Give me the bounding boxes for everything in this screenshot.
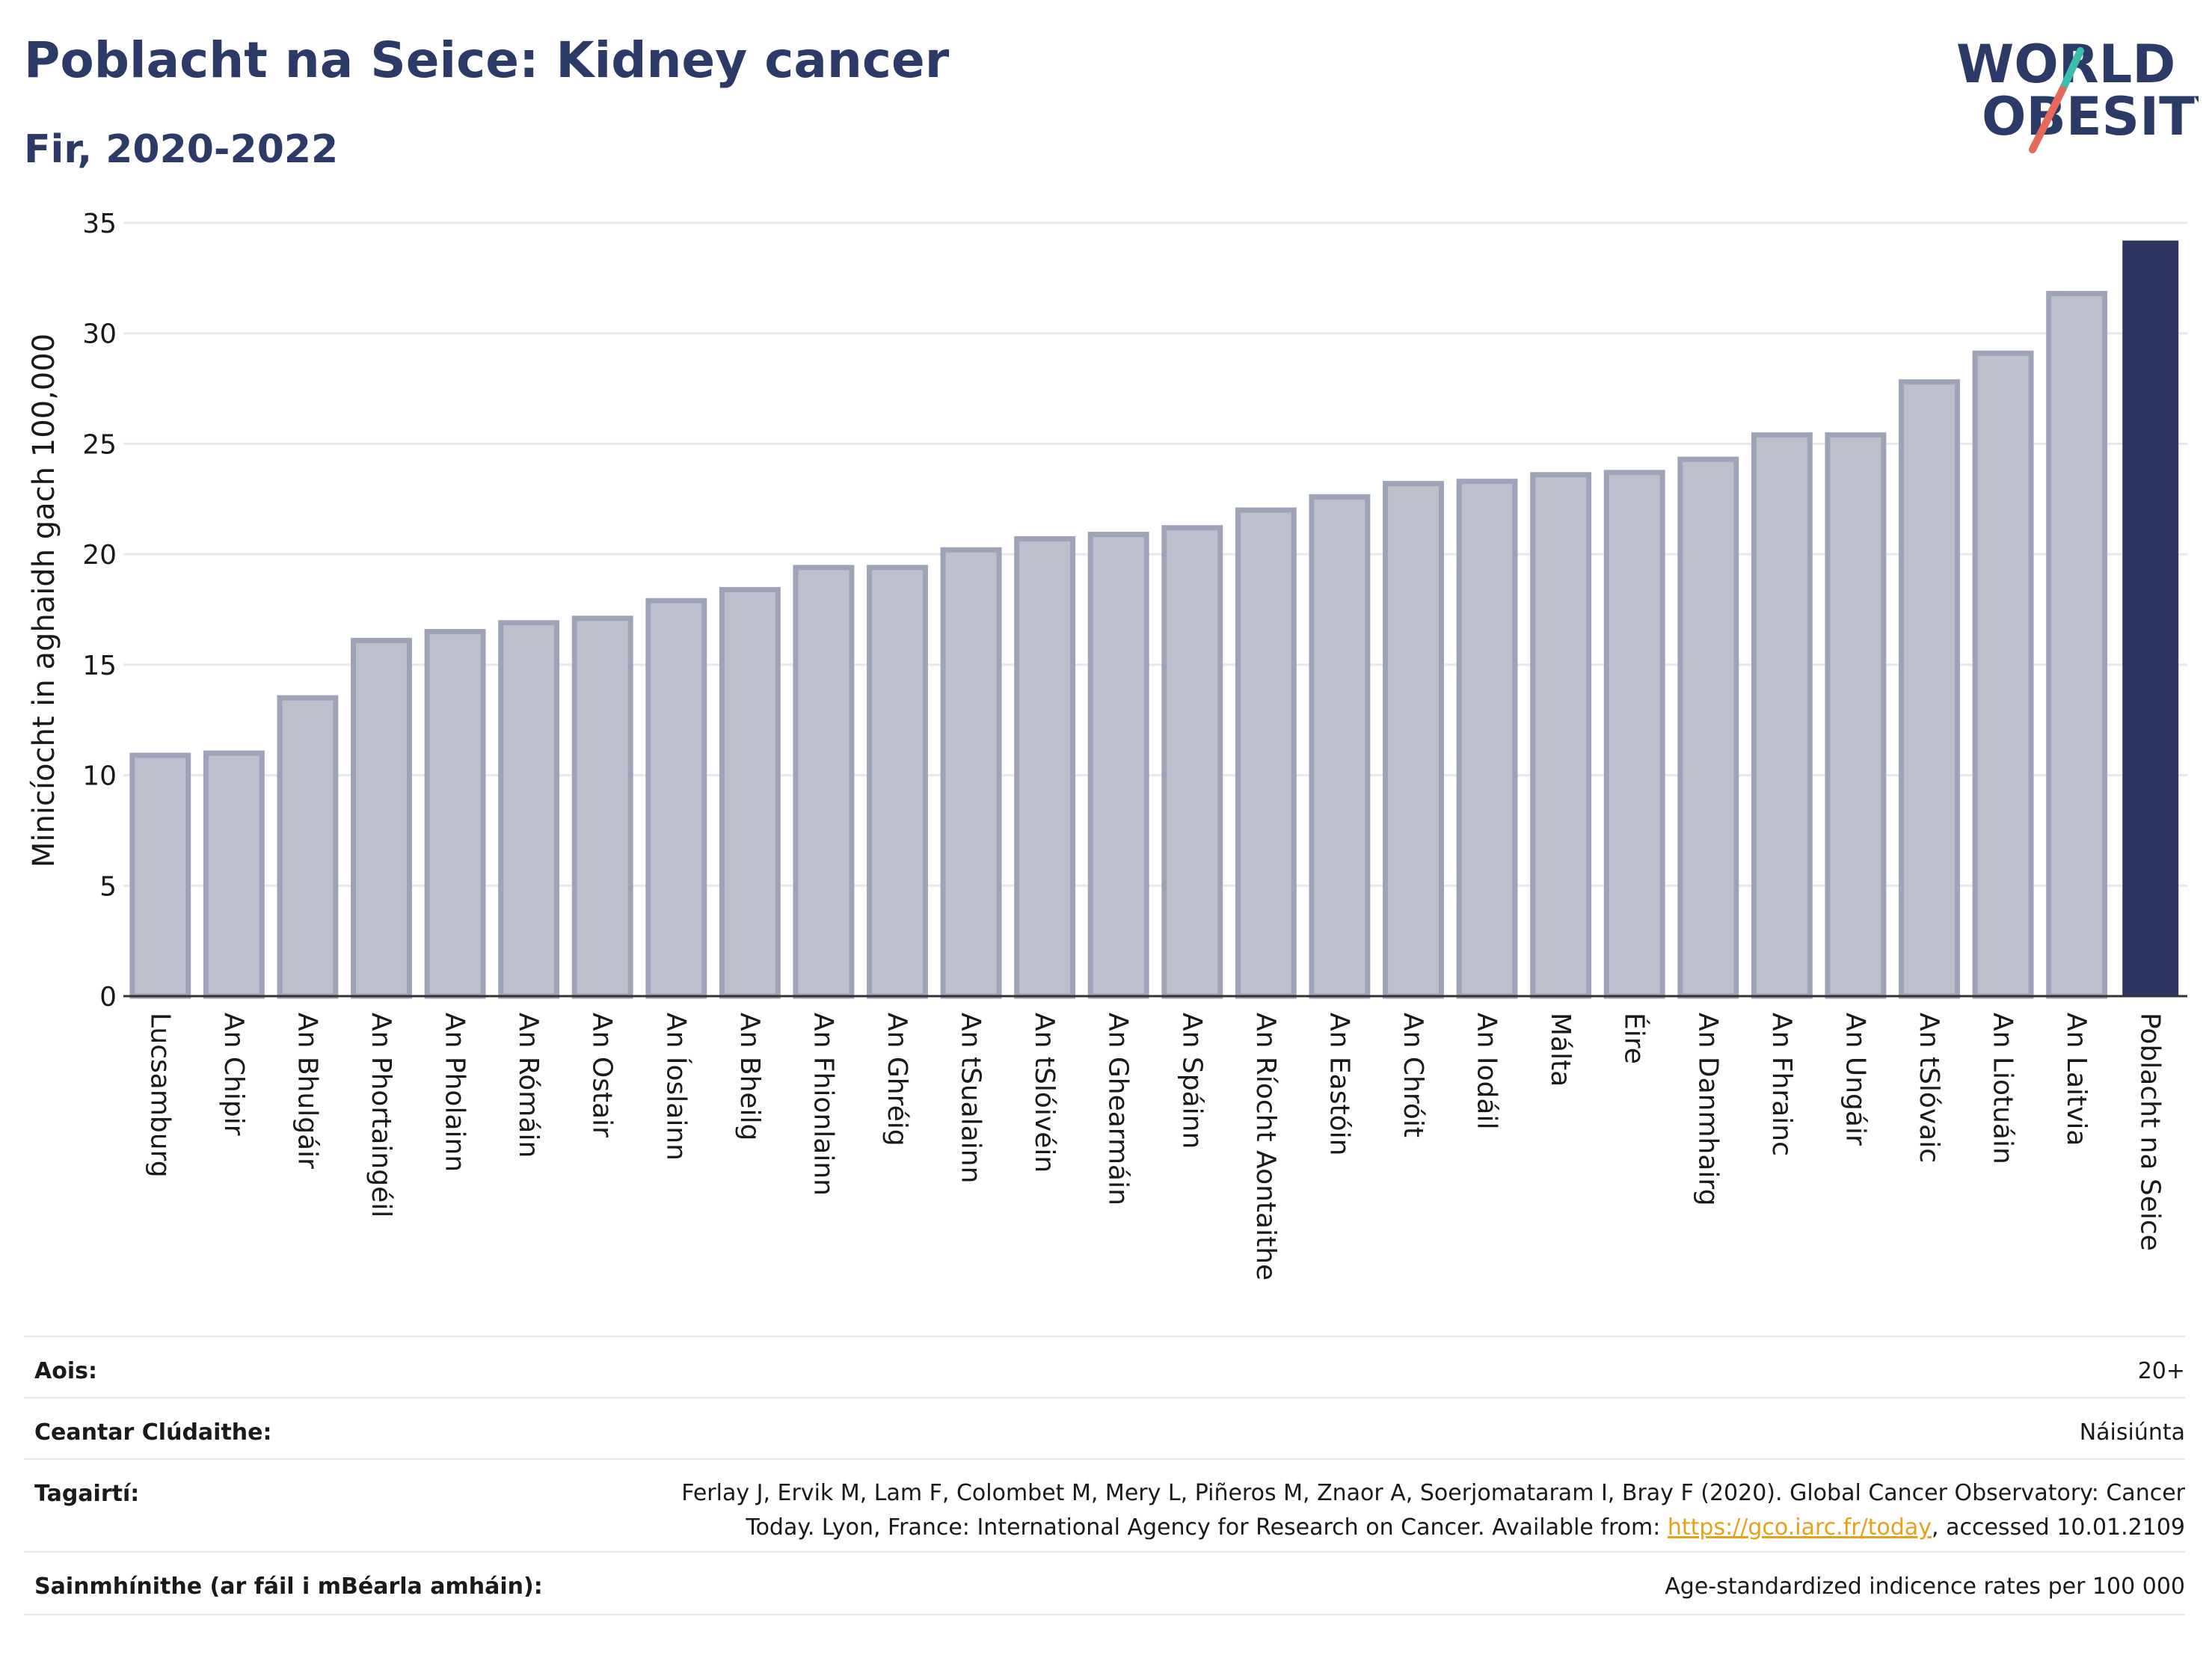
x-tick-label: An Ungáir	[1840, 1013, 1870, 1146]
bar-14	[1087, 532, 1149, 999]
bar-1	[129, 752, 191, 999]
x-tick-label: An Bheilg	[734, 1013, 765, 1140]
bar-24	[1825, 432, 1887, 999]
x-tick-label: An Chipir	[218, 1013, 249, 1136]
bar-21	[1603, 470, 1665, 999]
bar-3	[277, 695, 339, 999]
x-tick-label: An tSlóivéin	[1029, 1013, 1060, 1173]
info-row-area: Ceantar Clúdaithe: Náisiúnta	[24, 1397, 2185, 1460]
age-value: 20+	[2137, 1358, 2185, 1384]
bar-26	[1972, 350, 2034, 999]
x-tick-label: An Iodáil	[1472, 1013, 1502, 1129]
bar-4	[351, 637, 412, 999]
y-tick-label: 35	[82, 209, 117, 239]
def-label: Sainmhínithe (ar fáil i mBéarla amháin):	[34, 1573, 543, 1600]
y-tick-label: 0	[99, 982, 117, 1013]
info-row-age: Aois: 20+	[24, 1336, 2185, 1398]
bar-6	[498, 620, 560, 999]
ref-text-1: Ferlay J, Ervik M, Lam F, Colombet M, Me…	[681, 1480, 2185, 1506]
bar-28	[2122, 240, 2179, 996]
y-tick-label: 5	[99, 871, 117, 902]
x-tick-label: Éire	[1619, 1013, 1650, 1064]
x-tick-label: An Fhionlainn	[808, 1013, 838, 1196]
x-tick-label: An Liotuáin	[1988, 1013, 2018, 1164]
area-value: Náisiúnta	[2079, 1419, 2185, 1446]
y-tick-label: 15	[82, 651, 117, 681]
bar-13	[1014, 535, 1076, 999]
x-tick-labels: Lucsamburg An Chipir An Bhulgáir An Phortai…	[144, 1013, 2165, 1280]
x-tick-label: An Rómáin	[513, 1013, 544, 1158]
bar-chart: 0 5 10 15 20 25 30 35 Lucsamburg An Chipir An Bhu…	[27, 209, 2187, 1280]
ref-text: Ferlay J, Ervik M, Lam F, Colombet M, Me…	[465, 1476, 2185, 1545]
bar-7	[571, 615, 633, 999]
bar-25	[1899, 379, 1960, 999]
bar-8	[645, 598, 707, 999]
bar-16	[1235, 507, 1297, 999]
x-tick-label: An Bhulgáir	[292, 1013, 322, 1169]
x-tick-label: Málta	[1545, 1013, 1576, 1087]
bar-20	[1530, 472, 1592, 999]
x-tick-label: An Ríocht Aontaithe	[1250, 1013, 1281, 1280]
ref-label: Tagairtí:	[34, 1481, 140, 1507]
bar-2	[203, 750, 265, 999]
bar-23	[1751, 432, 1813, 999]
y-tick-label: 30	[82, 319, 117, 350]
bar-9	[719, 586, 781, 999]
chart-subtitle: Fir, 2020-2022	[24, 127, 339, 172]
logo-line2: OBESITY	[1982, 86, 2199, 147]
x-tick-label: An Ghearmáin	[1103, 1013, 1134, 1206]
x-tick-label: An Chróit	[1398, 1013, 1428, 1137]
x-tick-label: An Íoslainn	[660, 1013, 692, 1161]
x-tick-label: Lucsamburg	[144, 1013, 175, 1178]
y-axis-label: Minicíocht in aghaidh gach 100,000	[27, 334, 61, 868]
info-row-references: Tagairtí: Ferlay J, Ervik M, Lam F, Colo…	[24, 1458, 2185, 1553]
x-tick-label: An Danmhairg	[1692, 1013, 1723, 1206]
ref-text-2: Today. Lyon, France: International Agenc…	[746, 1514, 1668, 1541]
x-tick-label: An tSlóvaic	[1914, 1013, 1944, 1163]
x-tick-label: An Phortaingéil	[366, 1013, 396, 1218]
info-row-definitions: Sainmhínithe (ar fáil i mBéarla amháin):…	[24, 1551, 2185, 1615]
def-value: Age-standardized indicence rates per 100…	[1665, 1573, 2185, 1600]
y-tick-label: 20	[82, 540, 117, 571]
age-label: Aois:	[34, 1358, 97, 1384]
logo-slash-teal	[2059, 47, 2084, 93]
x-tick-label: An Fhrainc	[1766, 1013, 1797, 1156]
world-obesity-logo: WORLD OBESITY	[1956, 34, 2199, 153]
ref-text-3: , accessed 10.01.2109	[1932, 1514, 2185, 1541]
x-tick-label: An Eastóin	[1324, 1013, 1354, 1155]
bar-17	[1309, 494, 1371, 999]
bar-10	[793, 565, 855, 999]
bar-18	[1383, 481, 1444, 999]
x-tick-label: An Pholainn	[440, 1013, 470, 1172]
x-tick-label: An Ghréig	[882, 1013, 912, 1146]
bar-22	[1677, 456, 1739, 999]
chart-title: Poblacht na Seice: Kidney cancer	[24, 31, 950, 89]
bar-15	[1161, 525, 1223, 999]
x-tick-label: An Spáinn	[1176, 1013, 1207, 1149]
bar-27	[2046, 291, 2108, 999]
y-tick-label: 25	[82, 429, 117, 460]
x-tick-label: Poblacht na Seice	[2135, 1013, 2166, 1251]
x-tick-label: An Laitvia	[2061, 1013, 2092, 1146]
y-tick-labels: 0 5 10 15 20 25 30 35	[82, 209, 117, 1013]
x-tick-label: An Ostair	[587, 1013, 618, 1137]
bars	[123, 240, 2187, 999]
bar-11	[867, 565, 928, 999]
x-tick-label: An tSualainn	[956, 1013, 986, 1183]
logo-slash-coral	[2029, 86, 2066, 153]
area-label: Ceantar Clúdaithe:	[34, 1419, 272, 1446]
bar-19	[1456, 479, 1518, 999]
bar-12	[940, 547, 1002, 999]
bar-5	[424, 629, 486, 999]
y-tick-label: 10	[82, 761, 117, 792]
ref-link[interactable]: https://gco.iarc.fr/today	[1667, 1514, 1932, 1541]
